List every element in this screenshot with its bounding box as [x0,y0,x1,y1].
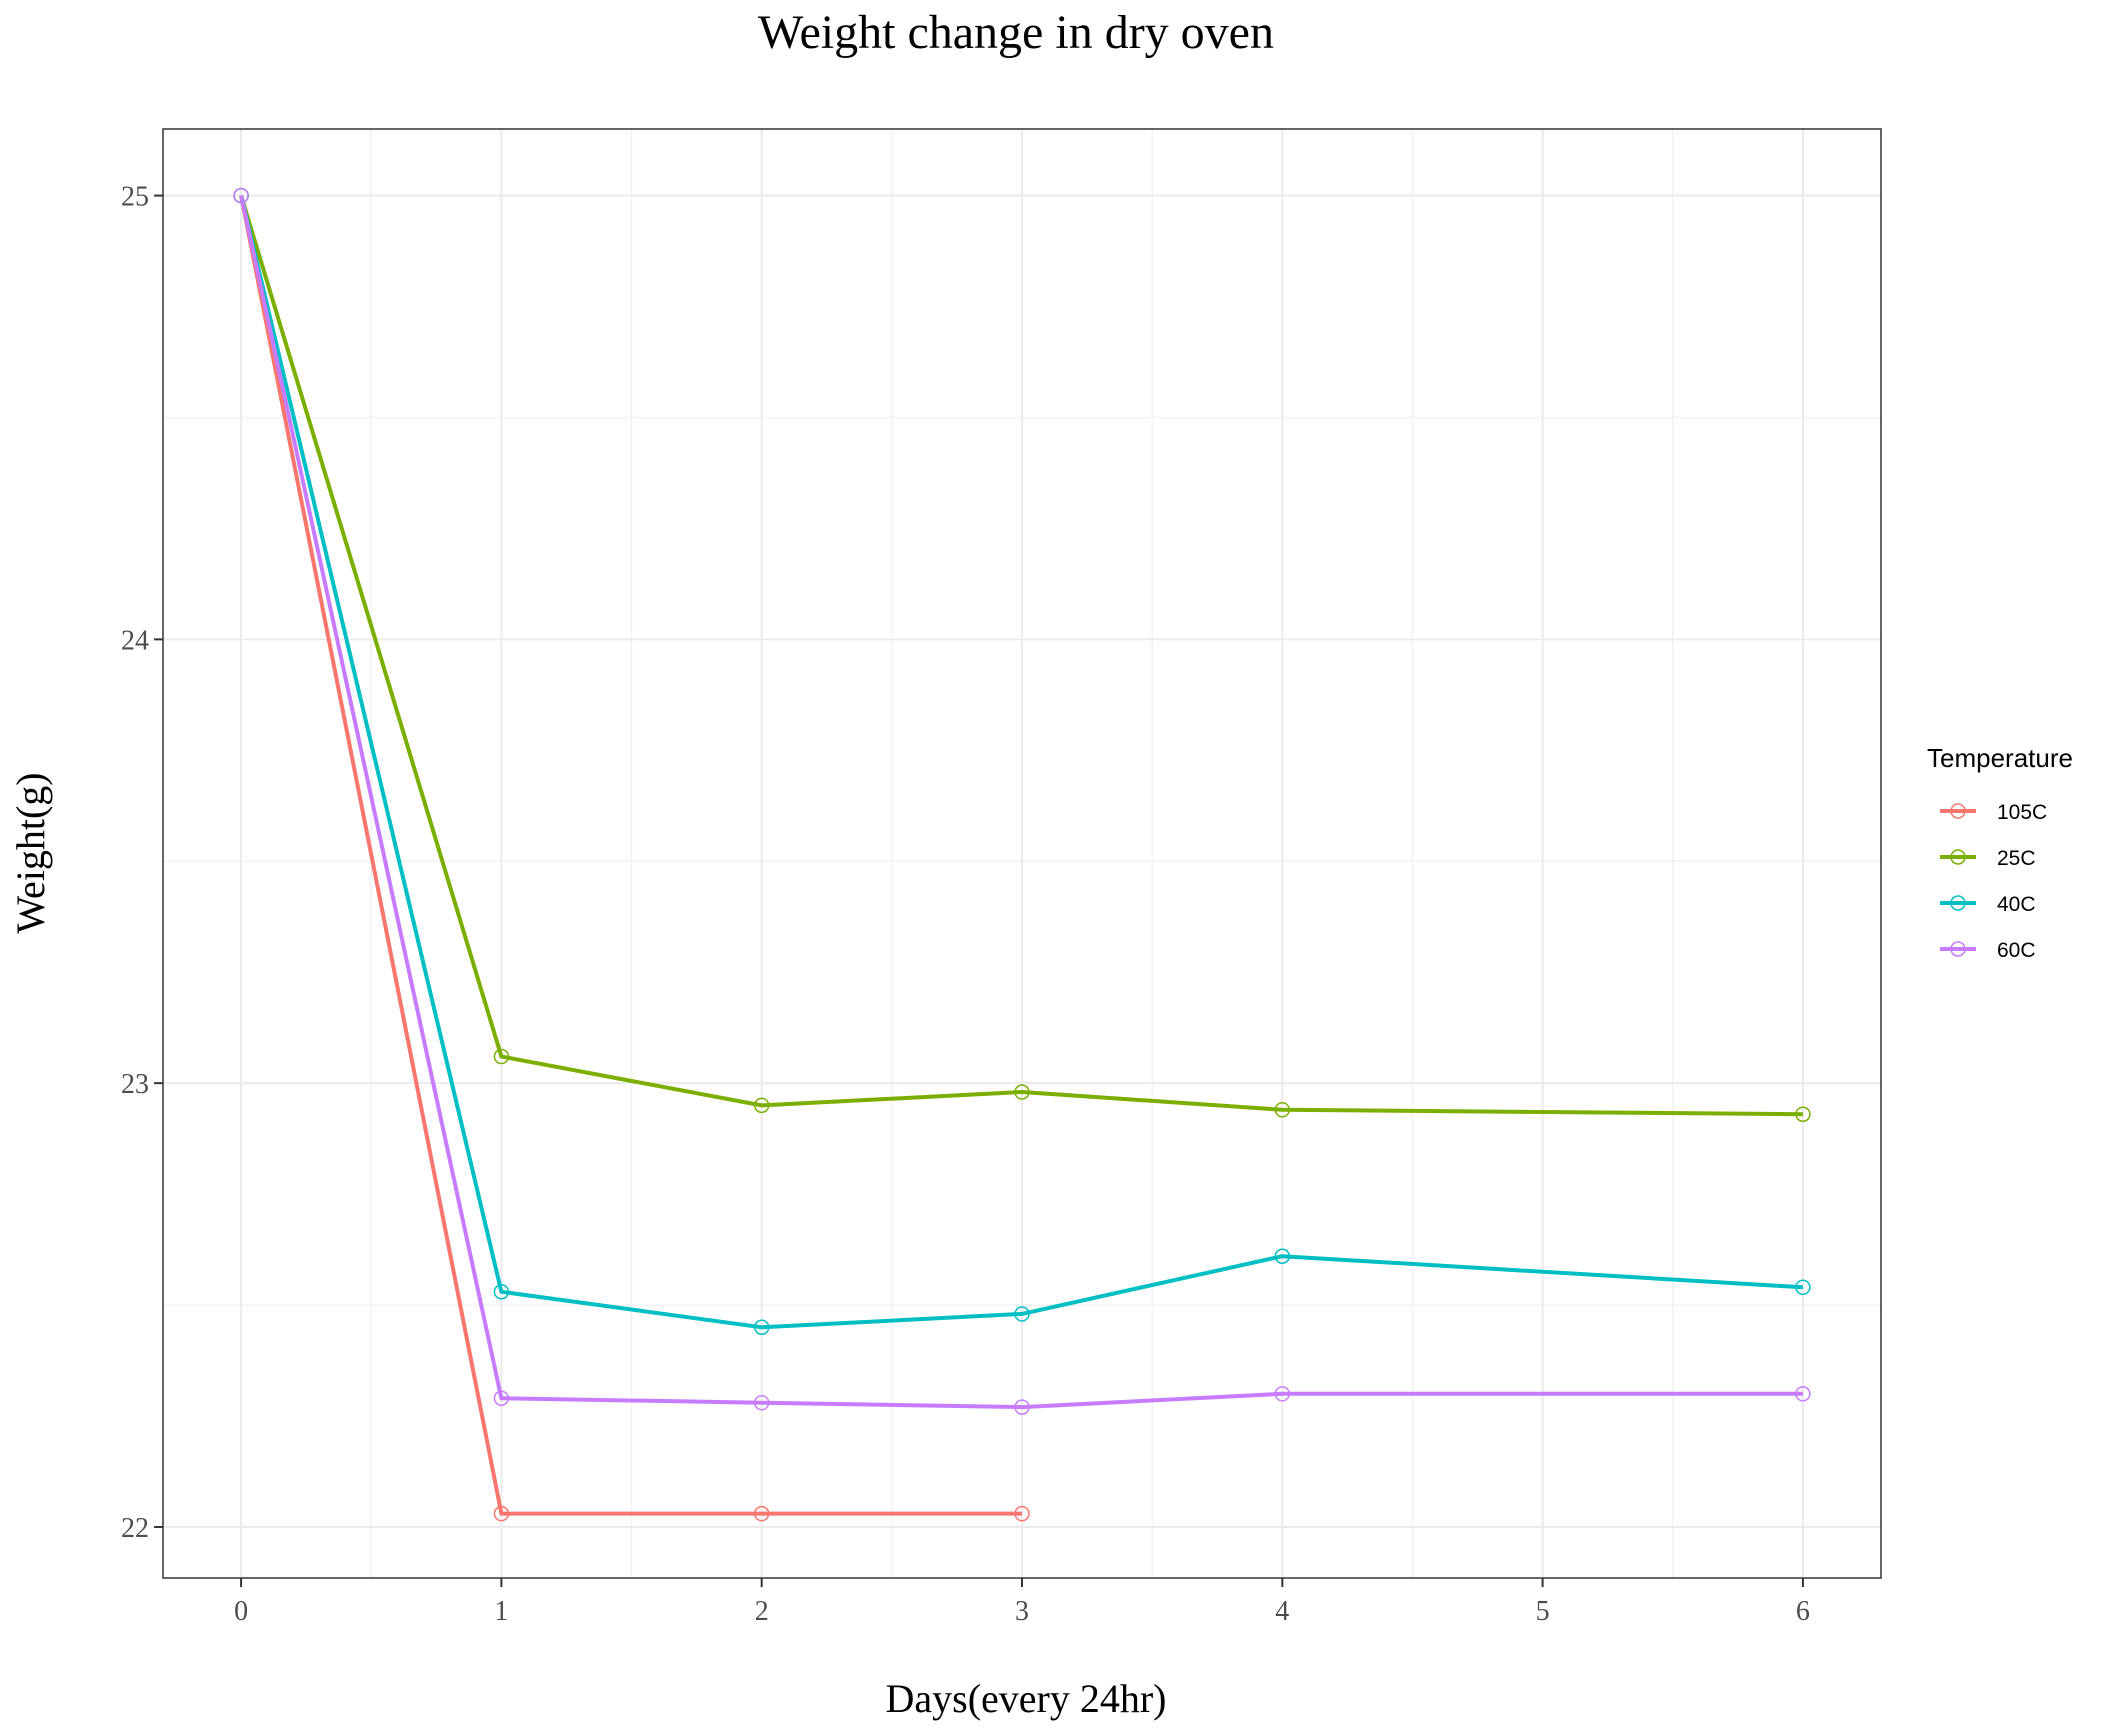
x-tick-label: 0 [234,1596,248,1627]
data-point-40C [1274,1248,1291,1264]
x-tick-label: 4 [1275,1596,1289,1627]
y-tick-label: 24 [121,625,149,656]
y-tick-label: 25 [121,182,149,213]
series-line-60C [239,195,1803,1410]
data-point-60C [1795,1386,1811,1402]
data-point-60C [1274,1386,1291,1402]
x-tick-label: 3 [1015,1596,1029,1627]
y-tick-label: 22 [121,1513,149,1544]
series-line-25C [239,195,1803,1117]
y-axis-ticks: 22 23 24 25 [121,182,163,1544]
data-point-40C [1014,1306,1030,1322]
data-point-25C [493,1048,510,1065]
legend: Temperature 105C 25C 40C 60C [1927,743,2073,962]
legend-key-point [1950,803,1966,819]
x-tick-label: 6 [1796,1596,1810,1627]
data-point-40C [1795,1279,1811,1296]
chart-title: Weight change in dry oven [758,6,1274,59]
y-tick-label: 23 [121,1069,149,1100]
series-lines [239,195,1804,1516]
data-point-60C [233,187,249,204]
x-axis-label: Days(every 24hr) [886,1676,1167,1721]
legend-key-point [1950,895,1966,911]
x-tick-label: 2 [755,1596,769,1627]
y-axis-label: Weight(g) [8,772,53,933]
x-tick-label: 5 [1536,1596,1550,1627]
legend-label: 105C [1997,801,2047,824]
data-point-105C [493,1505,510,1522]
data-point-25C [1014,1084,1030,1100]
legend-key-point [1950,941,1966,957]
legend-label: 60C [1997,939,2036,962]
x-tick-label: 1 [494,1596,508,1627]
data-point-60C [753,1394,770,1411]
data-point-40C [753,1319,770,1336]
series-line-105C [239,195,1022,1516]
legend-label: 40C [1997,893,2036,916]
legend-title: Temperature [1927,743,2073,773]
legend-label: 25C [1997,847,2036,870]
legend-items: 105C 25C 40C 60C [1940,801,2047,962]
data-point-60C [493,1390,510,1407]
data-point-25C [1274,1102,1291,1118]
series-line-40C [239,195,1804,1330]
data-point-40C [493,1284,510,1300]
data-point-105C [1014,1505,1030,1522]
data-point-60C [1014,1399,1030,1415]
grid-lines [163,129,1881,1578]
legend-key-point [1950,849,1966,865]
series-points [233,187,1811,1522]
data-point-25C [1795,1106,1811,1122]
x-axis-ticks: 0 1 2 3 4 5 6 [234,1578,1810,1627]
data-point-105C [753,1505,770,1522]
data-point-25C [753,1097,770,1114]
